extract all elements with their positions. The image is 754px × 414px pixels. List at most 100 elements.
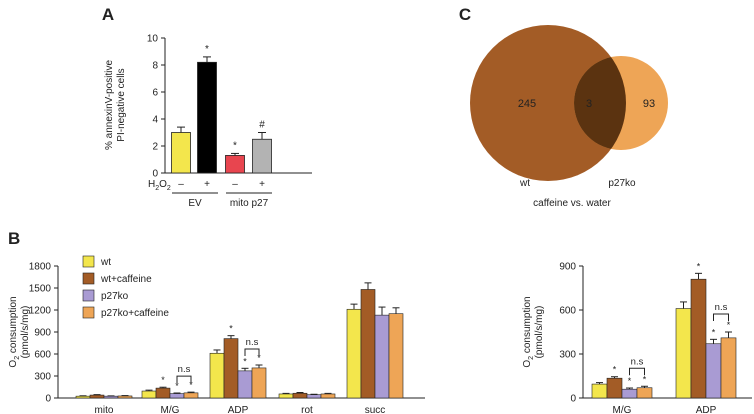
- panel-a-ylabel-line2: PI-negative cells: [116, 68, 127, 141]
- panel-b1-significance-mark: *: [243, 356, 247, 366]
- panel-b2-bar: [606, 377, 623, 399]
- panel-b2-ylabel-sub: 2: [528, 356, 535, 360]
- panel-b1-y-tick-label: 1200: [29, 306, 52, 317]
- panel-b2-ylabel-line2: (pmol/s/mg): [534, 306, 545, 359]
- panel-b1-bar: [237, 370, 253, 399]
- panel-b1-x-tick-label: M/G: [161, 405, 180, 414]
- panel-b1-x-tick-label: succ: [365, 405, 386, 414]
- panel-b2-significance-mark: *: [613, 365, 617, 375]
- panel-a-bar: [197, 61, 217, 174]
- panel-b1-bar: [75, 395, 91, 399]
- panel-b1-bar: [374, 314, 390, 399]
- panel-a-bar: [171, 132, 191, 174]
- panel-b2-bar: [705, 343, 722, 399]
- panel-b1-significance-mark: *: [257, 353, 261, 363]
- panel-b1-ylabel-rest: consumption: [8, 296, 19, 355]
- panel-a-row-label-sub: 2: [155, 185, 159, 192]
- panel-b1-bar: [278, 393, 294, 399]
- panel-b1-significance-mark: *: [229, 324, 233, 334]
- panel-b2-bar: [591, 383, 608, 399]
- panel-b1-y-tick-label: 1800: [29, 262, 52, 273]
- panel-b2-x-tick-label: ADP: [696, 405, 717, 414]
- panel-b1-bar: [141, 390, 157, 399]
- panel-b1-significance-mark: *: [189, 380, 193, 390]
- panel-label-a: A: [102, 5, 114, 24]
- panel-b1-bar: [320, 393, 336, 399]
- venn-count-p27ko: 93: [643, 98, 655, 110]
- venn-circle-wt: [470, 25, 626, 181]
- panel-b2-y-tick-label: 900: [559, 262, 576, 273]
- panel-b1-bar: [292, 392, 308, 399]
- legend-label: p27ko: [101, 291, 129, 302]
- panel-a-significance-mark: #: [259, 120, 265, 131]
- panel-label-b: B: [8, 229, 20, 248]
- panel-a-treatment-label: –: [178, 179, 184, 190]
- panel-b1-y-tick-label: 300: [34, 372, 51, 383]
- panel-b1-y-tick-label: 900: [34, 328, 51, 339]
- panel-b1-bar: [223, 338, 239, 399]
- panel-b1-bar: [89, 394, 105, 399]
- panel-b1-bar: [155, 387, 171, 399]
- panel-a-group-label: mito p27: [230, 198, 269, 209]
- panel-b1-significance-mark: *: [161, 375, 165, 385]
- venn-caption: caffeine vs. water: [533, 198, 611, 209]
- panel-a-bar: [225, 155, 245, 174]
- panel-b2-ylabel-rest: consumption: [522, 296, 533, 355]
- panel-b1-bar: [346, 308, 362, 399]
- panel-a-y-tick-label: 10: [147, 34, 159, 45]
- panel-b1-ylabel-sub: 2: [14, 356, 21, 360]
- panel-b1-bar: [103, 395, 119, 399]
- panel-a-row-label: H2O2: [148, 179, 171, 192]
- panel-b2-bar: [690, 278, 707, 399]
- panel-a-y-tick-label: 4: [152, 115, 158, 126]
- panel-b1-x-tick-label: mito: [95, 405, 114, 414]
- panel-a-treatment-label: +: [204, 179, 210, 190]
- panel-a-y-tick-label: 0: [152, 169, 158, 180]
- legend-label: p27ko+caffeine: [101, 308, 169, 319]
- panel-b1-ns-label: n.s: [178, 364, 191, 375]
- panel-b2-ylabel-line1: O2 consumption: [522, 296, 535, 367]
- panel-b1-bar: [306, 394, 322, 399]
- legend-swatch: [82, 289, 95, 302]
- panel-a-row-label-mid: O: [159, 179, 167, 190]
- legend-label: wt: [100, 257, 111, 268]
- legend-swatch: [82, 272, 95, 285]
- venn-count-wt: 245: [518, 98, 536, 110]
- venn-count-overlap: 3: [586, 98, 592, 110]
- panel-b2-bar: [675, 308, 692, 399]
- venn-label-p27ko: p27ko: [608, 178, 636, 189]
- panel-a-y-tick-label: 8: [152, 61, 158, 72]
- panel-b2-bar: [621, 388, 638, 399]
- panel-b2-ns-bracket: [713, 313, 729, 321]
- panel-b1-ns-bracket: [176, 375, 192, 384]
- panel-b1-ylabel-line2: (pmol/s/mg): [20, 306, 31, 359]
- venn-label-wt: wt: [519, 178, 530, 189]
- panel-b2-significance-mark: *: [727, 320, 731, 330]
- panel-a-significance-mark: *: [233, 140, 237, 151]
- panel-b2-ns-label: n.s: [715, 302, 728, 313]
- panel-b2-significance-mark: *: [643, 374, 647, 384]
- panel-b2-y-tick-label: 300: [559, 350, 576, 361]
- panel-a-group-label: EV: [188, 198, 202, 209]
- panel-a-ylabel-line1: % annexinV-positive: [104, 60, 115, 150]
- panel-b1-ylabel-line1: O2 consumption: [8, 296, 21, 367]
- panel-a-y-tick-label: 6: [152, 88, 158, 99]
- panel-b2-y-tick-label: 600: [559, 306, 576, 317]
- panel-b1-y-tick-label: 600: [34, 350, 51, 361]
- panel-a-row-label-sub: 2: [167, 185, 171, 192]
- panel-b1-x-tick-label: rot: [301, 405, 313, 414]
- panel-b1-y-tick-label: 1500: [29, 284, 52, 295]
- panel-b1-bar: [183, 392, 199, 399]
- panel-b1-bar: [388, 313, 404, 399]
- legend-swatch: [82, 255, 95, 268]
- panel-a-treatment-label: +: [259, 179, 265, 190]
- panel-b2-significance-mark: *: [697, 261, 701, 271]
- panel-b1-ns-bracket: [244, 348, 260, 356]
- panel-a-y-tick-label: 2: [152, 142, 158, 153]
- panel-a-treatment-label: –: [232, 179, 238, 190]
- panel-b1-x-tick-label: ADP: [228, 405, 249, 414]
- venn-overlap: [574, 56, 626, 150]
- panel-b1-bar: [209, 352, 225, 399]
- legend-swatch: [82, 306, 95, 319]
